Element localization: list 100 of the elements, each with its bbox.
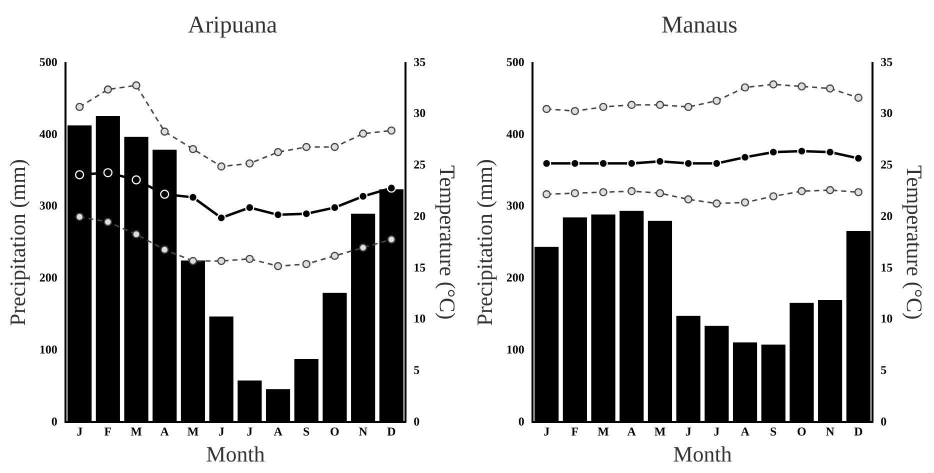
y2-tick-label: 25 (414, 158, 426, 172)
point (387, 235, 396, 244)
point (684, 102, 692, 112)
y-tick-label: 500 (39, 54, 58, 69)
point (599, 188, 608, 196)
point (386, 183, 396, 193)
point (104, 218, 112, 226)
point (245, 202, 254, 212)
x-tick-label: A (627, 424, 636, 438)
y-tick-label: 500 (506, 54, 524, 69)
x-tick-label: M (654, 424, 666, 438)
point (542, 104, 551, 114)
point (132, 81, 140, 90)
x-tick-label: J (76, 424, 83, 438)
point (132, 175, 141, 184)
chart-title: Manaus (662, 12, 738, 39)
point (246, 159, 254, 168)
point (302, 142, 310, 152)
point (684, 195, 692, 204)
point (274, 148, 282, 156)
point (330, 252, 339, 260)
y-axis-title: Precipitation (mm) (4, 159, 30, 326)
x-tick-label: J (246, 424, 253, 438)
y2-axis-title: Temperature (°C) (435, 165, 460, 320)
point (656, 100, 664, 109)
point (712, 158, 722, 168)
x-tick-label: N (826, 424, 835, 438)
point (570, 189, 580, 198)
point (274, 262, 282, 270)
y-tick-label: 0 (51, 414, 58, 428)
y-tick-label: 300 (39, 198, 58, 213)
x-tick-label: J (685, 424, 692, 438)
x-tick-label: J (714, 424, 720, 438)
point (358, 192, 368, 201)
x-tick-label: M (598, 424, 609, 438)
y2-tick-label: 30 (414, 106, 426, 120)
chart-title: Aripuana (188, 12, 278, 39)
y-tick-label: 100 (506, 342, 524, 356)
point (387, 126, 396, 135)
x-axis-title: Month (673, 442, 732, 467)
point (712, 96, 721, 105)
point (160, 190, 170, 199)
y2-tick-label: 20 (880, 208, 893, 223)
x-tick-label: F (104, 424, 112, 438)
point (854, 94, 863, 102)
point (104, 85, 112, 94)
point (854, 188, 863, 196)
x-tick-label: A (274, 424, 283, 438)
point (570, 158, 580, 168)
point (740, 83, 750, 92)
x-tick-label: N (358, 424, 368, 438)
x-tick-label: M (187, 424, 199, 438)
y2-tick-label: 5 (414, 362, 420, 377)
point (330, 142, 339, 152)
y2-axis-title: Temperature (°C) (902, 165, 928, 320)
point (358, 244, 368, 252)
point (246, 254, 254, 264)
y2-tick-label: 35 (414, 54, 426, 69)
y2-tick-label: 0 (880, 414, 887, 428)
y2-tick-label: 0 (414, 414, 420, 428)
y2-tick-label: 15 (414, 260, 426, 274)
x-axis-title: Month (206, 442, 265, 467)
point (769, 80, 778, 88)
y-tick-label: 200 (506, 270, 524, 285)
y-tick-label: 100 (39, 342, 58, 356)
point (302, 260, 310, 268)
x-tick-label: O (330, 424, 340, 438)
point (826, 186, 834, 194)
x-tick-label: J (544, 424, 550, 438)
x-tick-label: S (303, 424, 310, 438)
point (103, 168, 113, 178)
y2-tick-label: 25 (880, 158, 893, 172)
x-tick-label: A (740, 424, 750, 438)
point (217, 256, 226, 266)
x-tick-label: S (770, 424, 778, 438)
point (75, 102, 84, 112)
point (542, 190, 551, 198)
y-tick-label: 300 (506, 198, 524, 213)
point (628, 187, 636, 196)
x-tick-label: M (130, 424, 142, 438)
y2-tick-label: 30 (880, 106, 893, 120)
x-tick-label: F (571, 424, 579, 438)
point (628, 100, 636, 109)
point (740, 152, 750, 162)
point (74, 170, 84, 180)
point (330, 202, 340, 212)
point (598, 158, 608, 168)
point (216, 213, 226, 222)
point (826, 84, 834, 93)
point (542, 158, 552, 168)
point (712, 199, 721, 208)
point (160, 128, 169, 136)
point (160, 246, 169, 254)
point (570, 106, 580, 116)
x-tick-label: A (160, 424, 170, 438)
point (627, 158, 636, 168)
y-tick-label: 0 (518, 414, 524, 428)
point (188, 192, 198, 202)
y2-tick-label: 10 (414, 312, 426, 326)
y2-tick-label: 15 (880, 260, 893, 274)
